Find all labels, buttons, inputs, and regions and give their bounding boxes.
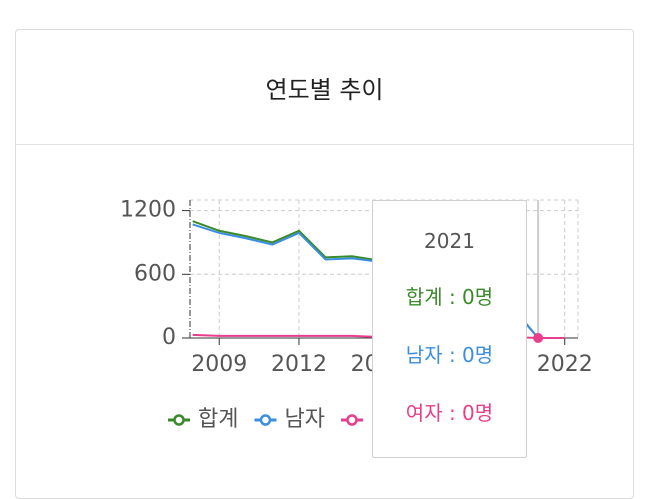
x-tick-label: 2022 (537, 352, 593, 377)
tooltip-item: 여자 : 0명 (405, 401, 494, 425)
tooltip-item: 남자 : 0명 (405, 343, 494, 367)
card-title: 연도별 추이 (16, 30, 633, 145)
legend-marker (346, 414, 358, 426)
chart: 0600120020092012201520182022합계남자여자 (120, 198, 593, 432)
x-tick-label: 2012 (271, 352, 327, 377)
page: {"chart_data": {"type": "line", "title":… (15, 29, 634, 499)
legend-label: 남자 (284, 407, 324, 432)
legend-marker (259, 414, 272, 426)
legend-label: 합계 (198, 407, 238, 432)
x-tick-label: 2009 (191, 352, 247, 377)
tooltip-title: 2021 (424, 229, 475, 253)
hover-point (533, 333, 544, 343)
y-tick-label: 0 (162, 325, 176, 350)
y-tick-label: 600 (134, 261, 176, 286)
tooltip: 2021 합계 : 0명 남자 : 0명 여자 : 0명 (372, 200, 527, 458)
legend-marker (173, 414, 185, 426)
y-tick-label: 1200 (120, 198, 176, 223)
tooltip-item: 합계 : 0명 (405, 285, 494, 309)
